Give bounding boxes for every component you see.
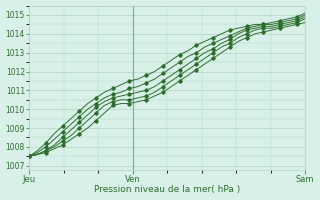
X-axis label: Pression niveau de la mer( hPa ): Pression niveau de la mer( hPa ) xyxy=(94,185,240,194)
